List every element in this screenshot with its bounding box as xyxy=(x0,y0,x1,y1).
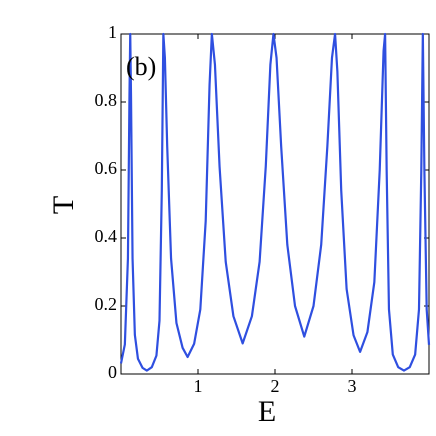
data-line xyxy=(119,32,431,372)
y-tick-label: 0.6 xyxy=(95,158,118,178)
y-tick-label: 1 xyxy=(108,22,117,42)
y-axis-label: T xyxy=(47,196,80,214)
y-tick-label: 0.4 xyxy=(95,226,118,246)
x-axis-label: E xyxy=(258,395,276,428)
x-tick-label: 1 xyxy=(194,376,203,396)
y-tick-label: 0 xyxy=(108,362,117,382)
annotation: (b) xyxy=(126,52,156,81)
y-tick-label: 0.2 xyxy=(95,294,118,314)
x-tick-label: 3 xyxy=(348,376,357,396)
y-tick-label: 0.8 xyxy=(95,90,118,110)
x-tick-label: 2 xyxy=(271,376,280,396)
